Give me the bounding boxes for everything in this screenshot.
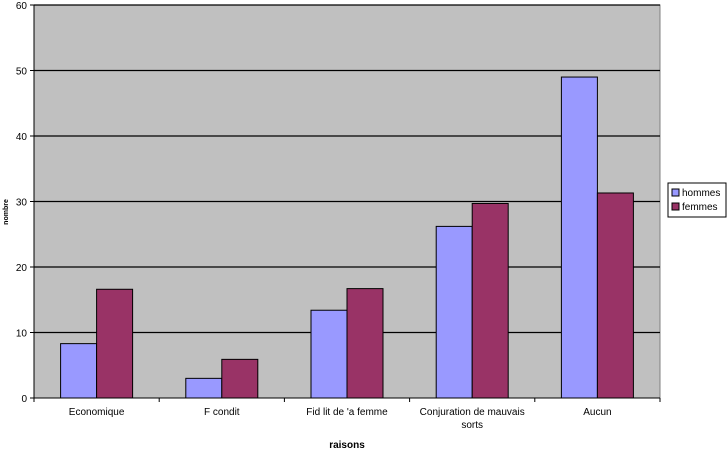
- y-tick-label: 40: [16, 132, 28, 143]
- x-tick-label: Economique: [69, 407, 125, 418]
- x-axis-labels: Economique F condit Fid lit de 'a femme Con…: [69, 407, 612, 431]
- bar-femmes: [596, 192, 634, 399]
- legend-label-femmes: femmes: [682, 202, 718, 213]
- x-tick-label: F condit: [204, 407, 240, 418]
- y-tick-label: 50: [16, 67, 28, 78]
- bar-hommes: [435, 225, 473, 399]
- y-axis-title: nombre: [3, 199, 10, 225]
- x-axis-ticks: [33, 398, 661, 402]
- bar-hommes: [60, 343, 98, 399]
- x-tick-label: Conjuration de mauvais: [420, 407, 525, 418]
- bar-hommes: [185, 377, 223, 399]
- x-tick-label: Fid lit de 'a femme: [306, 407, 388, 418]
- gridlines: [34, 4, 660, 334]
- bar-hommes: [560, 76, 598, 399]
- y-tick-label: 10: [16, 329, 28, 340]
- x-tick-label: sorts: [461, 420, 483, 431]
- x-axis-title: raisons: [329, 440, 365, 451]
- legend: hommes femmes: [667, 182, 727, 218]
- legend-box: [667, 182, 727, 218]
- legend-swatch-femmes: [671, 202, 680, 211]
- bar-hommes: [310, 309, 348, 399]
- y-tick-label: 30: [16, 198, 28, 209]
- legend-swatch-hommes: [671, 188, 680, 197]
- x-tick-label: Aucun: [583, 407, 611, 418]
- bar-femmes: [221, 358, 259, 399]
- bars: [60, 76, 634, 399]
- bar-femmes: [346, 288, 384, 399]
- y-tick-label: 0: [21, 394, 27, 405]
- bar-femmes: [471, 202, 509, 399]
- y-tick-label: 20: [16, 263, 28, 274]
- bar-femmes: [96, 288, 134, 399]
- y-axis-ticks: 0 10 20 30 40 50 60: [16, 1, 34, 405]
- y-tick-label: 60: [16, 1, 28, 12]
- legend-label-hommes: hommes: [682, 188, 720, 199]
